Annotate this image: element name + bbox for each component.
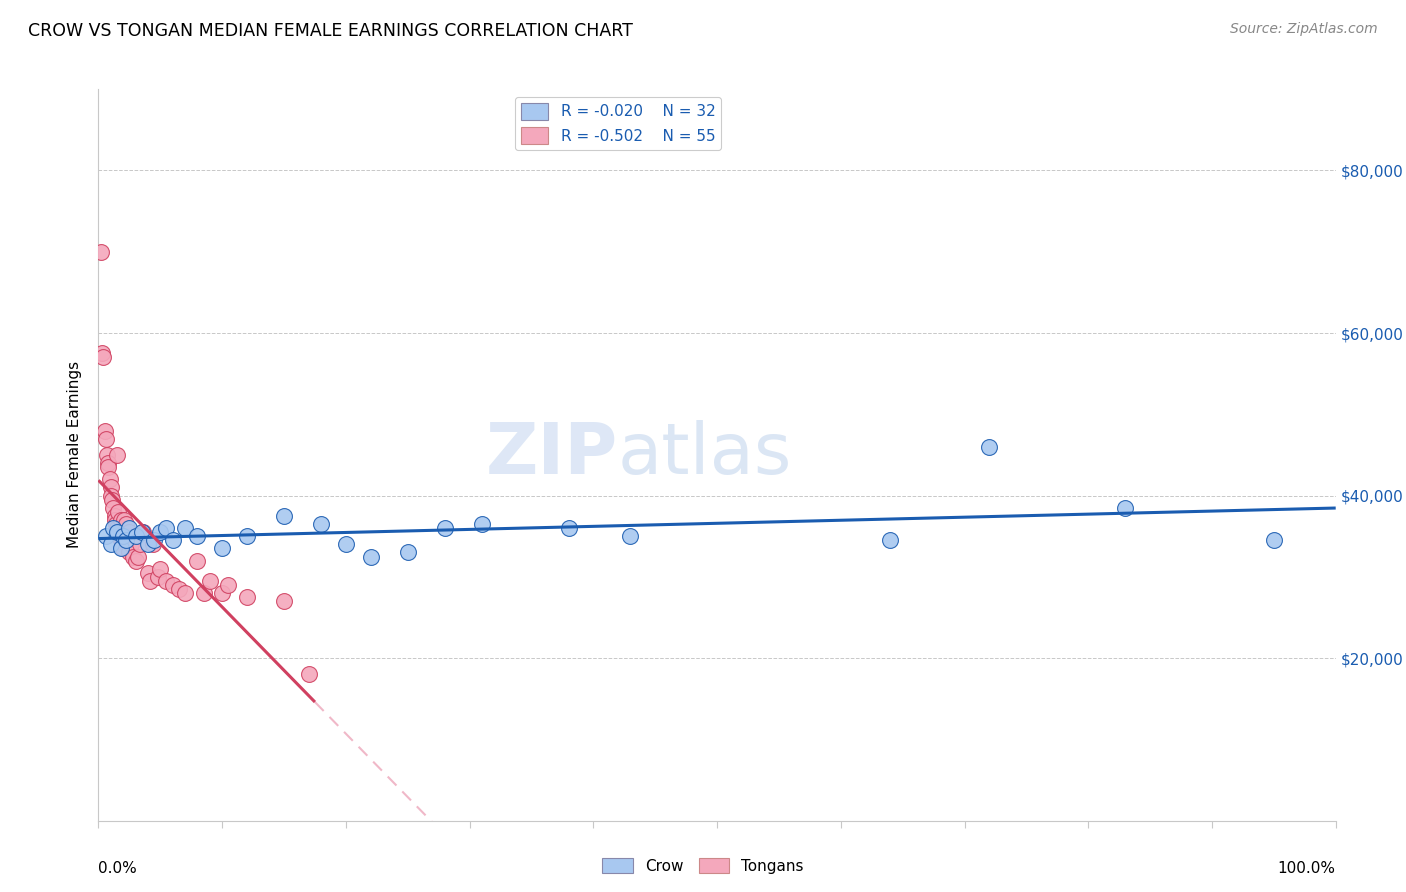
Point: [111, 537, 134, 551]
Point: [94, 529, 117, 543]
Point: [124, 529, 146, 543]
Point: [100, 480, 122, 494]
Point: [107, 525, 129, 540]
Point: [396, 545, 419, 559]
Point: [155, 521, 177, 535]
Point: [146, 570, 169, 584]
Point: [100, 537, 122, 551]
Point: [103, 508, 125, 523]
Point: [193, 586, 215, 600]
Point: [162, 533, 184, 548]
Point: [112, 529, 135, 543]
Point: [110, 513, 132, 527]
Point: [155, 574, 177, 588]
Point: [114, 529, 136, 543]
Point: [186, 553, 208, 567]
Point: [124, 553, 146, 567]
Point: [162, 578, 184, 592]
Point: [124, 529, 146, 543]
Point: [105, 448, 128, 462]
Point: [104, 516, 127, 531]
Point: [120, 537, 142, 551]
Text: ZIP: ZIP: [486, 420, 619, 490]
Point: [115, 529, 138, 543]
Point: [211, 541, 233, 556]
Point: [105, 521, 128, 535]
Point: [557, 521, 579, 535]
Text: atlas: atlas: [619, 420, 793, 490]
Y-axis label: Median Female Earnings: Median Female Earnings: [67, 361, 83, 549]
Text: 100.0%: 100.0%: [1278, 861, 1336, 876]
Point: [110, 541, 132, 556]
Point: [879, 533, 901, 548]
Point: [103, 513, 125, 527]
Point: [186, 529, 208, 543]
Text: CROW VS TONGAN MEDIAN FEMALE EARNINGS CORRELATION CHART: CROW VS TONGAN MEDIAN FEMALE EARNINGS CO…: [28, 22, 633, 40]
Point: [108, 529, 131, 543]
Point: [217, 578, 239, 592]
Point: [149, 562, 172, 576]
Point: [979, 440, 1001, 454]
Point: [136, 537, 159, 551]
Point: [97, 456, 120, 470]
Point: [236, 529, 259, 543]
Point: [360, 549, 382, 564]
Point: [1263, 533, 1285, 548]
Point: [122, 549, 145, 564]
Point: [211, 586, 233, 600]
Point: [118, 545, 141, 559]
Point: [142, 537, 165, 551]
Point: [114, 533, 136, 548]
Point: [471, 516, 494, 531]
Point: [127, 549, 149, 564]
Point: [107, 505, 129, 519]
Point: [100, 489, 122, 503]
Point: [96, 448, 118, 462]
Point: [93, 351, 115, 365]
Legend: R = -0.020    N = 32, R = -0.502    N = 55: R = -0.020 N = 32, R = -0.502 N = 55: [515, 97, 721, 150]
Point: [114, 516, 136, 531]
Point: [433, 521, 456, 535]
Point: [143, 533, 166, 548]
Point: [94, 432, 117, 446]
Point: [98, 472, 121, 486]
Point: [1114, 500, 1136, 515]
Point: [273, 594, 295, 608]
Text: Source: ZipAtlas.com: Source: ZipAtlas.com: [1230, 22, 1378, 37]
Point: [167, 582, 190, 596]
Point: [335, 537, 357, 551]
Text: 0.0%: 0.0%: [98, 861, 138, 876]
Point: [298, 667, 321, 681]
Point: [112, 513, 135, 527]
Point: [236, 590, 259, 604]
Point: [136, 566, 159, 580]
Point: [101, 492, 124, 507]
Point: [619, 529, 641, 543]
Point: [131, 525, 153, 540]
Point: [112, 541, 135, 556]
Point: [174, 521, 197, 535]
Point: [103, 500, 125, 515]
Point: [198, 574, 221, 588]
Point: [273, 508, 295, 523]
Point: [97, 460, 120, 475]
Point: [90, 244, 112, 259]
Point: [174, 586, 197, 600]
Point: [118, 521, 141, 535]
Point: [91, 346, 114, 360]
Point: [118, 525, 141, 540]
Point: [309, 516, 332, 531]
Point: [149, 525, 172, 540]
Point: [93, 424, 115, 438]
Point: [103, 521, 125, 535]
Point: [129, 537, 152, 551]
Point: [139, 574, 162, 588]
Legend: Crow, Tongans: Crow, Tongans: [596, 852, 810, 880]
Point: [105, 525, 128, 540]
Point: [132, 525, 155, 540]
Point: [110, 533, 132, 548]
